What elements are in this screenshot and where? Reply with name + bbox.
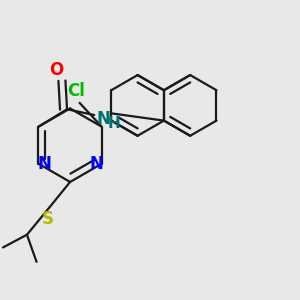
Text: H: H xyxy=(108,116,120,131)
Text: N: N xyxy=(97,110,111,128)
Text: N: N xyxy=(89,154,103,172)
Text: S: S xyxy=(42,210,54,228)
Text: Cl: Cl xyxy=(68,82,85,100)
Text: O: O xyxy=(50,61,64,79)
Text: N: N xyxy=(37,154,51,172)
